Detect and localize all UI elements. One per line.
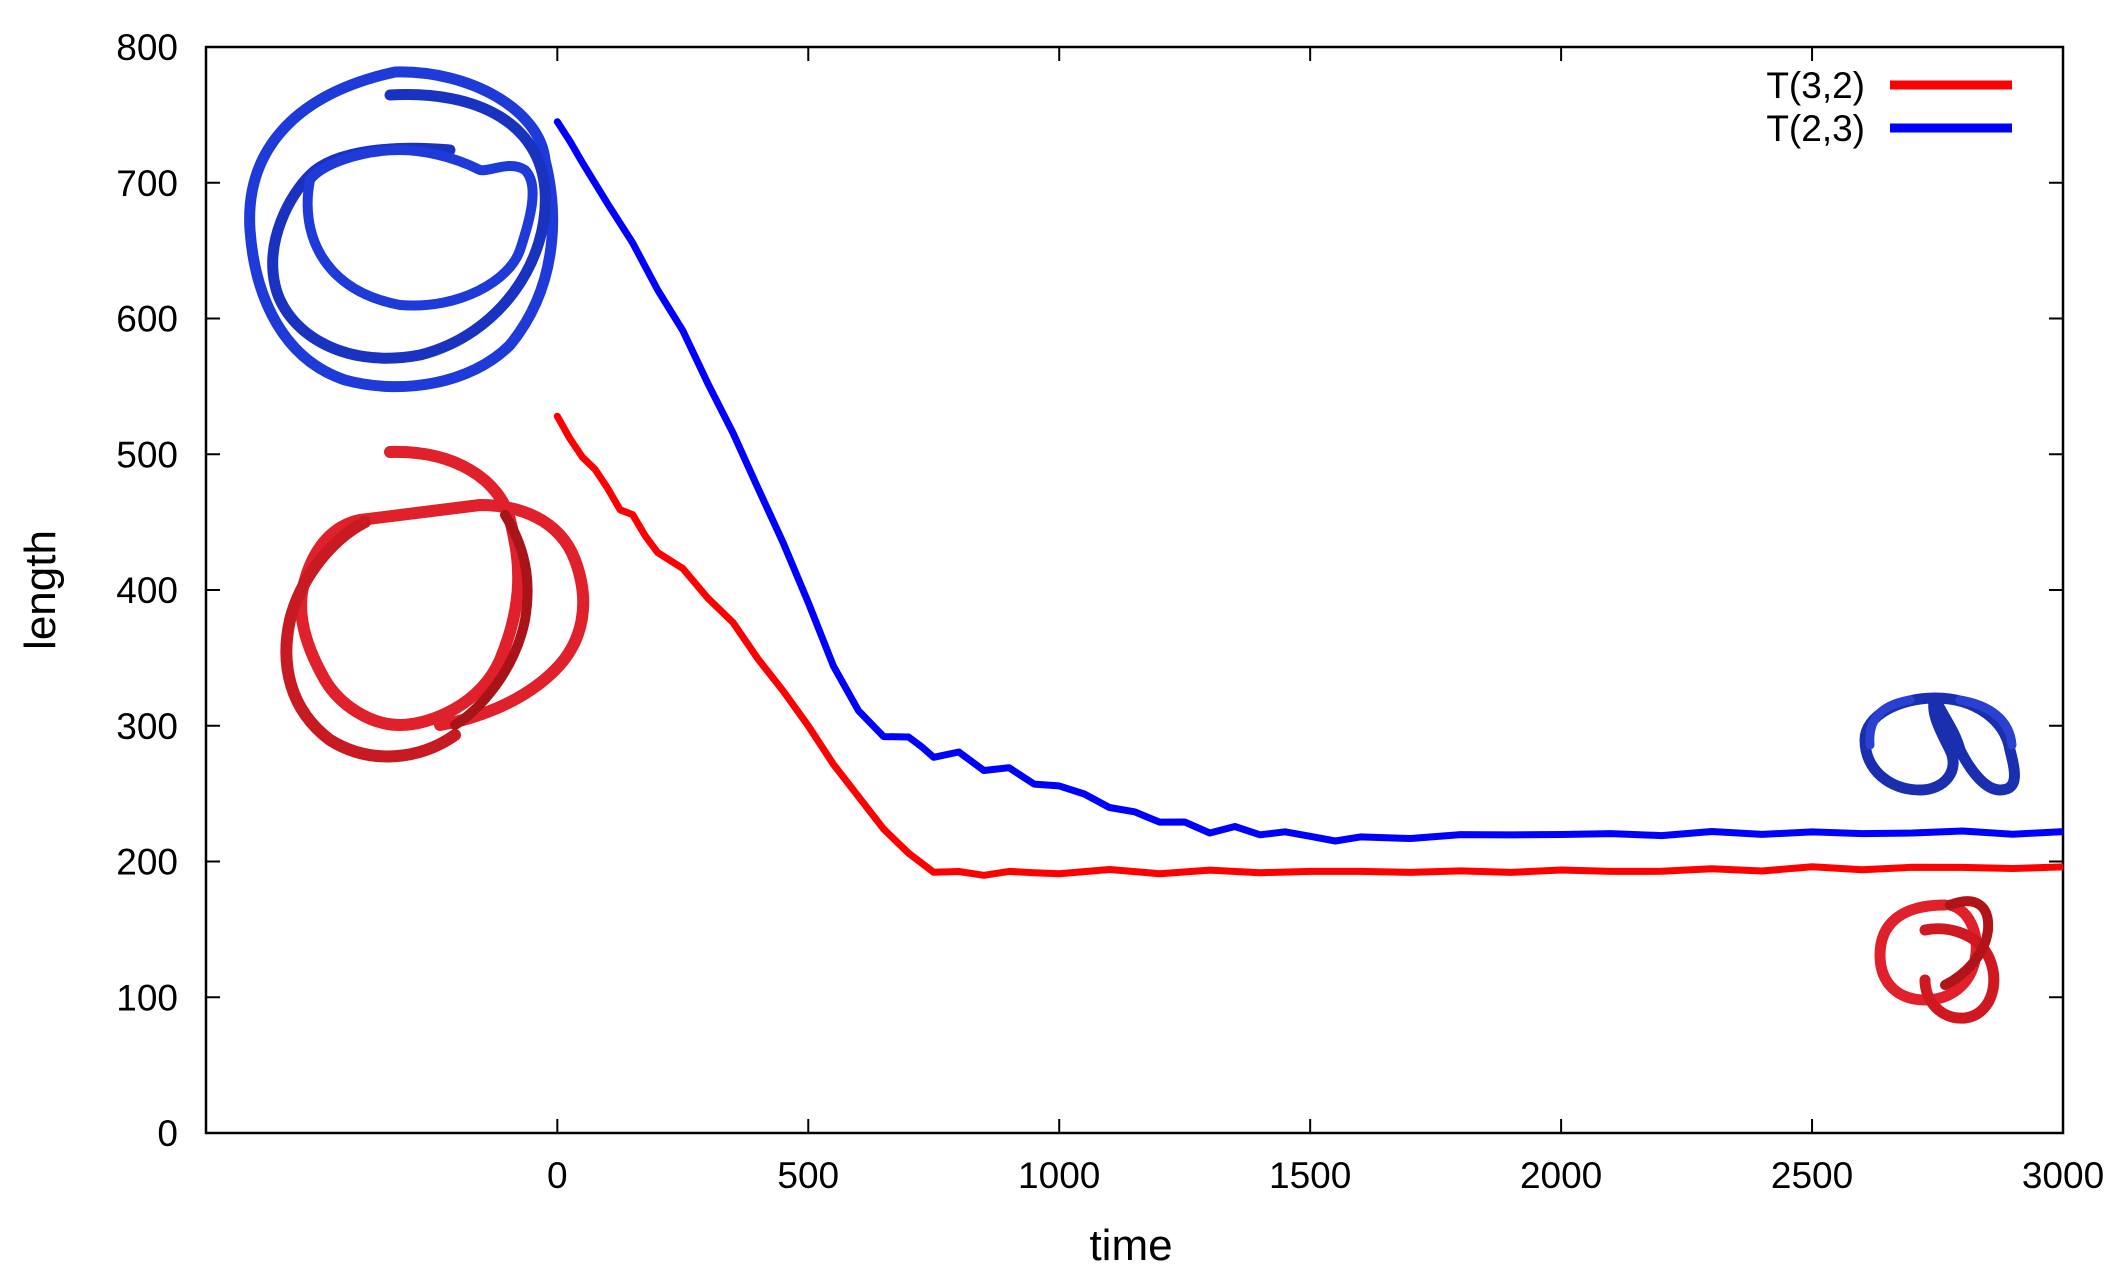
legend: T(3,2) T(2,3) (1766, 65, 2012, 149)
series-line-t32 (553, 412, 2063, 879)
y-tick-label: 400 (116, 570, 178, 611)
y-tick-label: 0 (157, 1113, 178, 1154)
x-tick-label: 1000 (1018, 1155, 1100, 1196)
y-axis-title: length (16, 530, 65, 650)
trefoil-red-tight-icon (1874, 896, 2000, 1024)
y-tick-label: 100 (116, 977, 178, 1018)
y-tick-label: 200 (116, 842, 178, 883)
series-layer (553, 118, 2063, 879)
trefoil-blue-tight-icon (1859, 692, 2020, 796)
legend-label-t23: T(2,3) (1766, 108, 1865, 149)
unknot-blue-icon (244, 66, 559, 393)
axis-tick-labels: 0 500 1000 1500 2000 2500 3000 0 100 200 300 400 500… (116, 27, 2104, 1196)
x-tick-label: 2000 (1520, 1155, 1602, 1196)
y-tick-label: 300 (116, 706, 178, 747)
trefoil-red-loose-icon (280, 445, 590, 763)
plot-frame (204, 45, 2065, 1135)
legend-label-t32: T(3,2) (1766, 65, 1865, 106)
x-tick-label: 2500 (1771, 1155, 1853, 1196)
x-tick-label: 3000 (2022, 1155, 2104, 1196)
x-tick-label: 500 (777, 1155, 839, 1196)
x-tick-label: 1500 (1269, 1155, 1351, 1196)
series-line-t23 (553, 118, 2063, 845)
y-tick-label: 600 (116, 299, 178, 340)
y-tick-label: 800 (116, 27, 178, 68)
axis-ticks (206, 46, 2064, 1134)
y-tick-label: 500 (116, 434, 178, 475)
x-tick-label: 0 (547, 1155, 568, 1196)
y-tick-label: 700 (116, 163, 178, 204)
x-axis-title: time (1089, 1221, 1172, 1270)
